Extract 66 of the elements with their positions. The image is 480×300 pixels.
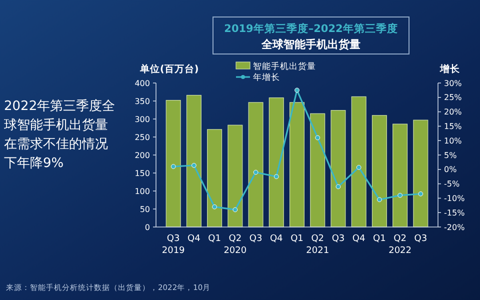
y2-axis-title: 增长 (439, 63, 461, 75)
bar (207, 129, 222, 228)
point (336, 184, 341, 190)
bar (186, 94, 202, 228)
x-tick-label: Q3 2019 (162, 234, 186, 256)
bar (372, 115, 387, 228)
bar (351, 96, 366, 228)
bar (392, 124, 408, 228)
point (398, 192, 403, 198)
point (376, 197, 382, 202)
x-tick-label: Q4 (352, 234, 366, 244)
bar (413, 120, 428, 228)
bar (289, 102, 305, 228)
y2-tick-label: -5% (444, 180, 460, 189)
x-tick-label: Q4 (270, 234, 284, 244)
y-axis-title: 单位(百万台) (139, 63, 199, 75)
y-tick-label: 400 (134, 78, 150, 88)
y2-tick-label: 5% (444, 150, 458, 160)
y2-tick-label: 10% (444, 136, 462, 146)
x-tick-label: Q2 2021 (306, 234, 330, 256)
y-tick-label: 0 (144, 222, 150, 232)
legend-label: 年增长 (253, 72, 280, 83)
chart-title: 2019年第三季度–2022年第三季度 (224, 22, 398, 35)
x-tick-label: Q1 (208, 234, 221, 244)
point (191, 162, 196, 168)
y2-tick-label: 20% (444, 108, 462, 117)
y-tick-label: 100 (134, 186, 150, 196)
y-tick-label: 50 (140, 204, 150, 214)
y2-tick-label: -10% (444, 194, 466, 203)
point (170, 164, 176, 169)
y2-tick-label: 15% (444, 122, 462, 131)
y-tick-label: 200 (134, 150, 150, 160)
x-tick-label: Q2 2020 (224, 234, 247, 256)
chart-subtitle: 全球智能手机出货量 (260, 38, 360, 51)
bar (330, 110, 346, 228)
x-tick-label: Q1 (290, 234, 304, 244)
x-tick-label: Q3 (332, 234, 345, 244)
point (356, 164, 362, 170)
point (253, 170, 258, 175)
point (294, 88, 300, 93)
point (212, 204, 218, 210)
y-tick-label: 150 (134, 168, 150, 178)
bar (268, 97, 284, 228)
y2-tick-label: -15% (444, 208, 466, 218)
point (274, 174, 279, 180)
bar (166, 100, 181, 228)
y-tick-label: 300 (134, 114, 150, 124)
bar (228, 124, 243, 228)
point (418, 191, 424, 196)
y2-tick-label: 0% (444, 165, 458, 174)
x-tick-label: Q3 (249, 234, 262, 244)
text: 2022年第三季度全球智能手机出货量在需求不佳的情况下年降9% (4, 98, 116, 171)
x-tick-label: Q2 2022 (388, 234, 412, 256)
y-tick-label: 350 (134, 96, 150, 106)
legend-label: 智能手机出货量 (253, 60, 316, 72)
point (232, 207, 238, 212)
y-tick-label: 250 (134, 132, 150, 142)
bar (310, 113, 326, 228)
point (315, 135, 320, 140)
y2-tick-label: 30% (444, 78, 462, 88)
bar (248, 102, 264, 228)
x-tick-label: Q1 (373, 234, 386, 244)
x-tick-label: Q3 (414, 234, 428, 244)
y2-tick-label: 25% (444, 93, 462, 102)
x-tick-label: Q4 (188, 234, 201, 244)
y2-tick-label: -20% (444, 222, 466, 232)
